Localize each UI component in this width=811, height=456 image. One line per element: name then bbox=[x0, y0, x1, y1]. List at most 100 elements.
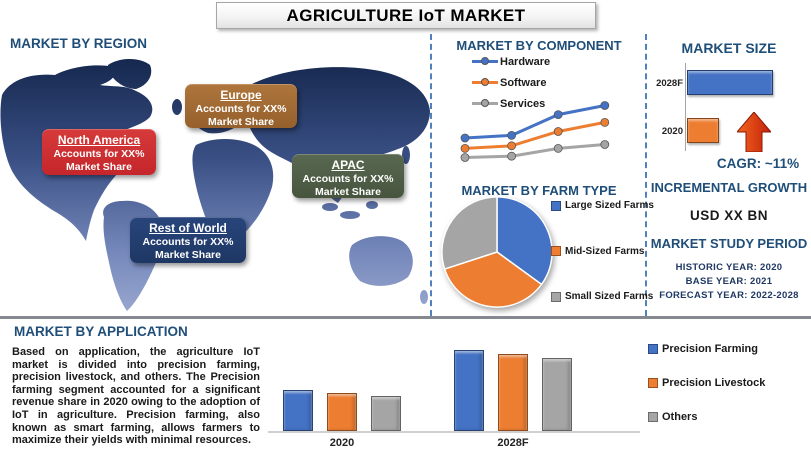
base-year: BASE YEAR: 2021 bbox=[685, 276, 773, 287]
callout-share-line: Accounts for XX% bbox=[302, 173, 394, 185]
map-new-zealand bbox=[420, 290, 428, 304]
point-services bbox=[460, 153, 470, 162]
legend-line-marker bbox=[472, 78, 498, 86]
study-period-lines: HISTORIC YEAR: 2020 BASE YEAR: 2021 FORE… bbox=[647, 261, 811, 303]
legend-label: Services bbox=[500, 97, 546, 110]
line-hardware bbox=[464, 104, 606, 140]
market-size-heading: MARKET SIZE bbox=[681, 40, 777, 56]
point-software bbox=[460, 144, 470, 153]
legend-square-marker bbox=[551, 200, 561, 211]
map-uk bbox=[172, 99, 182, 115]
legend-label: Mid-Sized Farms bbox=[565, 245, 645, 257]
legend-dot-marker bbox=[481, 78, 489, 86]
point-services bbox=[507, 151, 516, 161]
legend-label: Others bbox=[662, 411, 698, 423]
legend-item-software: Software bbox=[472, 74, 550, 91]
application-x-label: 2020 bbox=[329, 437, 355, 449]
callout-region-name: Europe bbox=[220, 88, 262, 102]
point-services bbox=[553, 144, 563, 153]
bar-2028f-precision-livestock bbox=[498, 354, 528, 431]
incremental-growth-value: USD XX BN bbox=[689, 208, 768, 223]
application-paragraph: Based on application, the agriculture Io… bbox=[12, 346, 260, 447]
size-bar-label-2028f: 2028F bbox=[656, 78, 683, 89]
bar-group-2020 bbox=[283, 390, 401, 431]
horizontal-divider bbox=[0, 316, 811, 319]
line-software bbox=[464, 120, 606, 150]
legend-label: Precision Farming bbox=[662, 343, 758, 355]
point-software bbox=[553, 127, 563, 136]
point-software bbox=[600, 117, 610, 127]
legend-item-precision-farming: Precision Farming bbox=[648, 343, 765, 355]
component-line-chart bbox=[460, 101, 610, 162]
legend-dot-marker bbox=[481, 99, 489, 107]
bar-2020-precision-livestock bbox=[327, 393, 357, 431]
legend-label: Small Sized Farms bbox=[565, 291, 654, 302]
application-legend: Precision Farming Precision Livestock Othe… bbox=[648, 343, 765, 423]
growth-arrow-icon bbox=[737, 112, 771, 152]
legend-dot-marker bbox=[481, 57, 489, 65]
bar-2020-precision-farming bbox=[283, 390, 313, 431]
callout-share-line: Market Share bbox=[208, 116, 274, 128]
callout-region-name: Rest of World bbox=[149, 221, 227, 235]
legend-item-small-sized-farms: Small Sized Farms bbox=[551, 291, 654, 302]
size-bar-2020 bbox=[687, 118, 719, 143]
size-bar-2028f bbox=[687, 70, 773, 95]
component-line-legend: Hardware Software Services bbox=[472, 53, 550, 116]
callout-share-line: Accounts for XX% bbox=[53, 148, 145, 160]
callout-apac: APAC Accounts for XX% Market Share bbox=[292, 154, 404, 198]
legend-item-mid-sized-farms: Mid-Sized Farms bbox=[551, 246, 654, 257]
vertical-divider-right bbox=[645, 34, 647, 316]
point-hardware bbox=[507, 131, 516, 140]
callout-region-name: APAC bbox=[331, 158, 365, 172]
legend-label: Large Sized Farms bbox=[565, 200, 654, 211]
point-software bbox=[507, 141, 516, 151]
legend-item-hardware: Hardware bbox=[472, 53, 550, 70]
legend-line-marker bbox=[472, 99, 498, 107]
legend-square-marker bbox=[648, 412, 658, 422]
callout-north-america: North America Accounts for XX% Market Sh… bbox=[42, 129, 156, 175]
legend-item-services: Services bbox=[472, 95, 550, 112]
legend-label: Hardware bbox=[500, 55, 551, 68]
line-services bbox=[464, 143, 605, 159]
callout-share-line: Market Share bbox=[155, 249, 221, 261]
application-bar-chart bbox=[268, 327, 640, 433]
point-hardware bbox=[460, 133, 470, 143]
point-hardware bbox=[553, 110, 563, 120]
pie-slice-small-sized-farms bbox=[441, 196, 498, 270]
callout-region-name: North America bbox=[57, 133, 141, 147]
size-bar-label-2020: 2020 bbox=[661, 126, 683, 137]
map-japan bbox=[402, 146, 410, 164]
map-greenland bbox=[108, 59, 152, 89]
incremental-growth-heading: INCREMENTAL GROWTH bbox=[650, 180, 808, 195]
region-heading: MARKET BY REGION bbox=[10, 36, 148, 51]
bar-2028f-others bbox=[542, 358, 572, 431]
callout-share-line: Market Share bbox=[66, 161, 132, 173]
page-title: AGRICULTURE IoT MARKET bbox=[286, 6, 526, 25]
legend-square-marker bbox=[551, 246, 561, 256]
market-size-axis bbox=[685, 63, 686, 151]
legend-square-marker bbox=[648, 378, 658, 388]
map-indonesia-2 bbox=[340, 211, 360, 219]
map-indonesia-3 bbox=[366, 201, 378, 209]
legend-item-large-sized-farms: Large Sized Farms bbox=[551, 200, 654, 211]
application-x-label: 2028F bbox=[497, 437, 529, 449]
legend-item-precision-livestock: Precision Livestock bbox=[648, 377, 765, 389]
legend-item-others: Others bbox=[648, 411, 765, 423]
legend-square-marker bbox=[648, 344, 658, 354]
cagr-label: CAGR: ~11% bbox=[716, 156, 800, 171]
bar-group-2028f bbox=[454, 350, 572, 431]
legend-label: Precision Livestock bbox=[662, 377, 766, 389]
bar-2028f-precision-farming bbox=[454, 350, 484, 431]
callout-share-line: Market Share bbox=[315, 186, 381, 198]
bar-2020-others bbox=[371, 396, 401, 431]
forecast-year: FORECAST YEAR: 2022-2028 bbox=[659, 290, 799, 301]
callout-share-line: Accounts for XX% bbox=[142, 236, 234, 248]
farm-type-pie-chart bbox=[441, 196, 553, 308]
component-heading: MARKET BY COMPONENT bbox=[456, 38, 622, 53]
farm-type-legend: Large Sized Farms Mid-Sized Farms Small Si… bbox=[551, 200, 654, 302]
callout-rest-of-world: Rest of World Accounts for XX% Market Sh… bbox=[130, 217, 246, 263]
legend-line-marker bbox=[472, 57, 498, 65]
pie-slice-mid-sized-farms bbox=[443, 251, 543, 308]
vertical-divider-left bbox=[430, 34, 432, 316]
